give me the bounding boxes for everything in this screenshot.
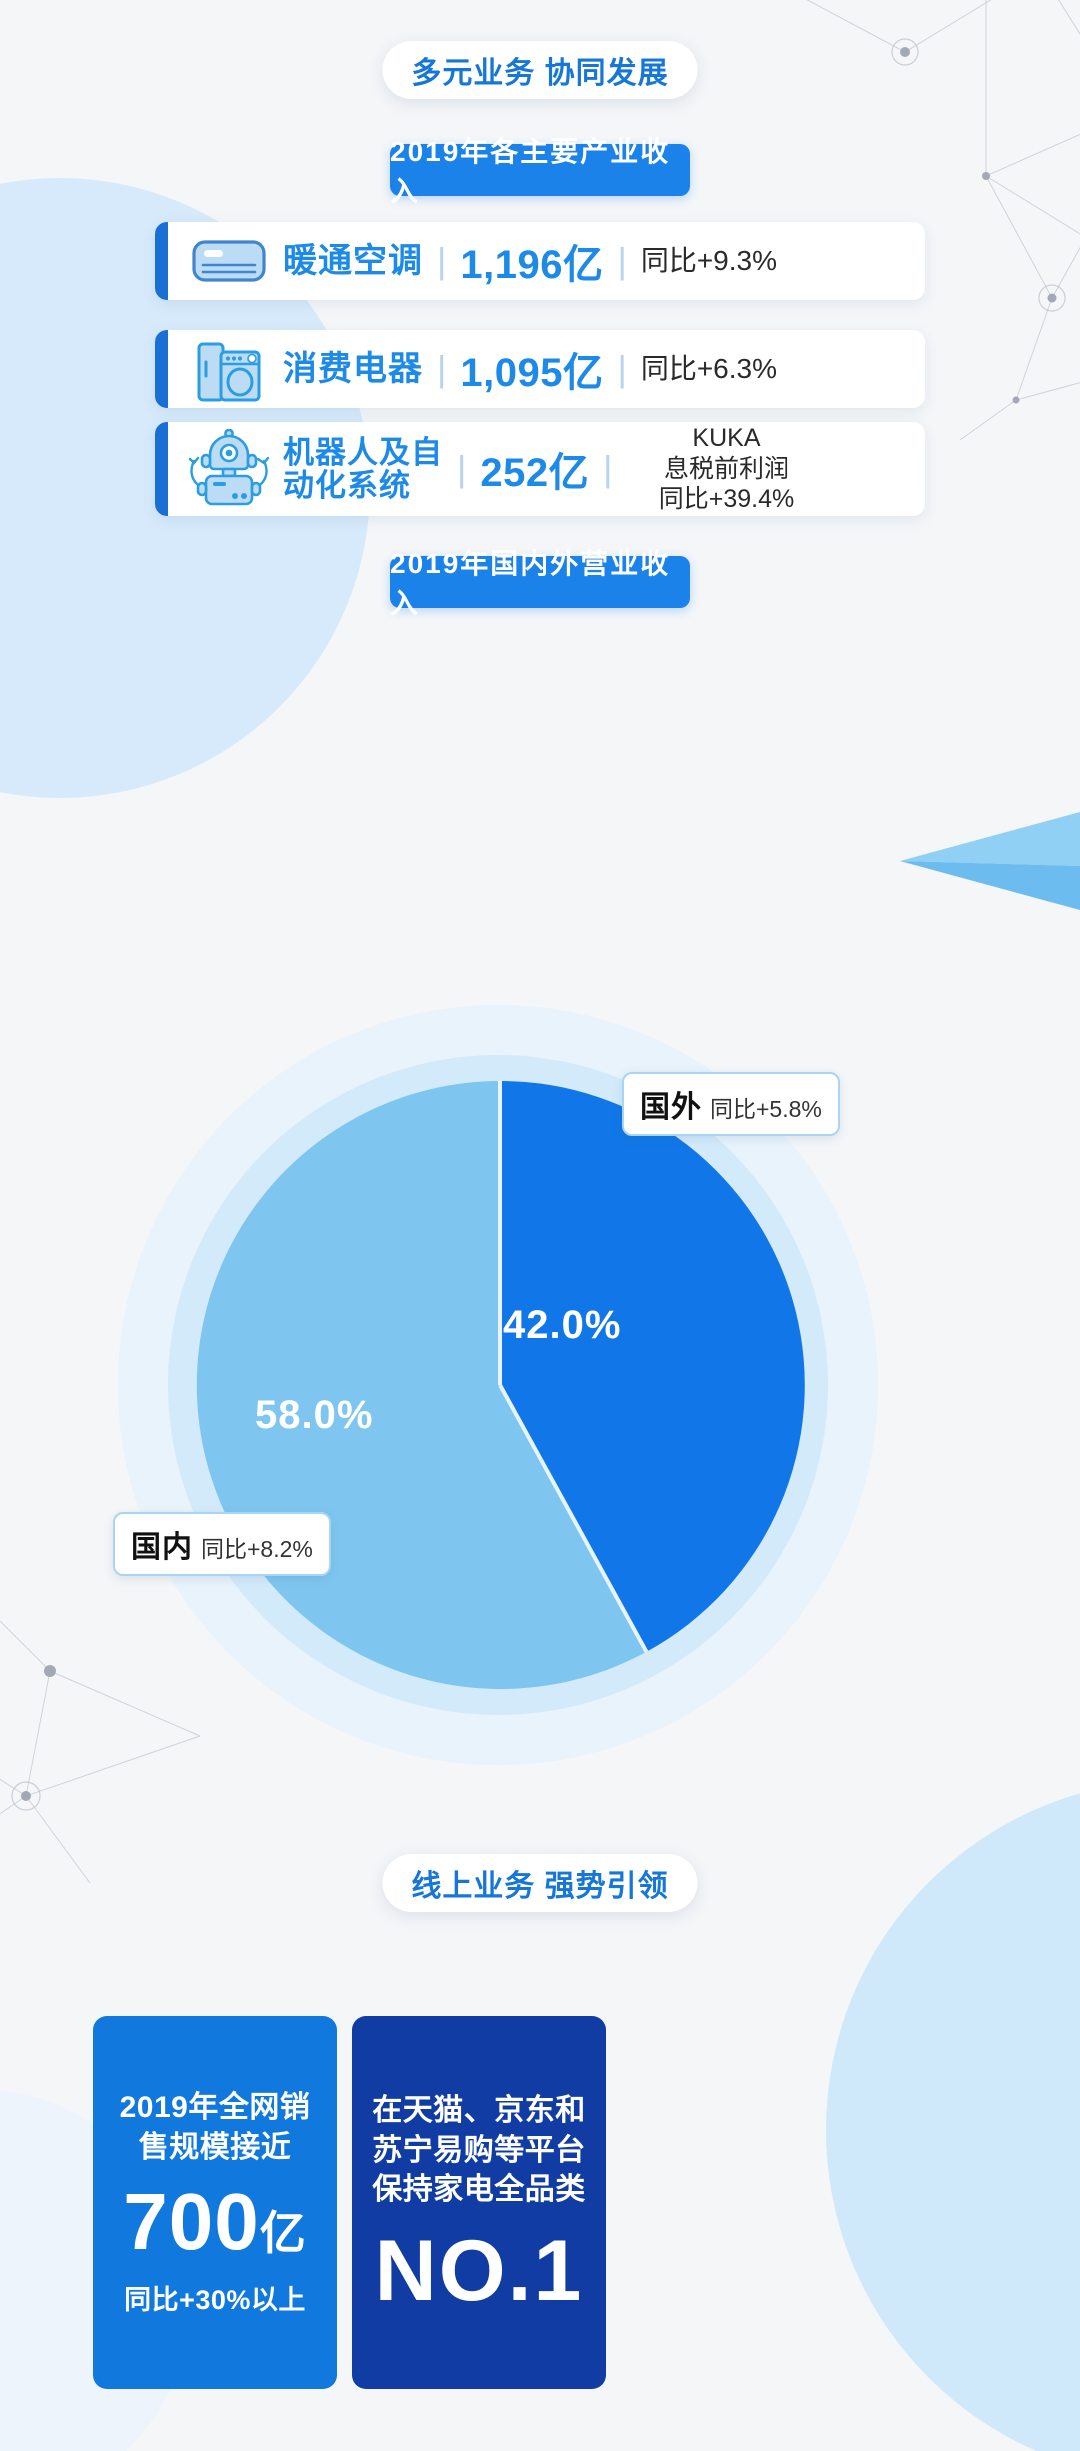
stat-sub-text: 同比+30%以上	[124, 2284, 306, 2315]
business-value: 1,095亿	[460, 351, 604, 395]
pie-svg	[196, 1080, 805, 1689]
business-growth-note: 同比+6.3%	[640, 353, 778, 385]
stat-big-unit: 亿	[259, 2206, 307, 2259]
section-title-online-business: 线上业务 强势引领	[382, 1854, 698, 1912]
business-name: 机器人及自 动化系统	[283, 434, 443, 503]
pie-callout-overseas: 国外 同比+5.8%	[622, 1072, 840, 1136]
decor-circle-bottom-right	[826, 1780, 1080, 2451]
business-card-robotics[interactable]: 机器人及自 动化系统 | 252亿 | KUKA 息税前利润 同比+39.4%	[155, 422, 925, 516]
stat-card-online-sales: 2019年全网销 售规模接近 700亿 同比+30%以上	[93, 2016, 337, 2389]
separator: |	[617, 348, 627, 389]
decor-triangle-right	[900, 812, 1080, 910]
section-title-text: 线上业务 强势引领	[411, 1870, 669, 1903]
pie-value-overseas: 42.0%	[503, 1303, 622, 1347]
stat-big-number: 700	[123, 2176, 260, 2266]
air-conditioner-icon	[181, 213, 277, 309]
stat-no1-value: NO.1	[374, 2222, 584, 2319]
pie-slice-overseas	[500, 1080, 805, 1652]
section-subtitle-industry-revenue: 2019年各主要产业收入	[390, 136, 690, 207]
business-name: 暖通空调	[283, 241, 423, 280]
pie-callout-domestic: 国内 同比+8.2%	[113, 1512, 331, 1576]
business-name: 消费电器	[283, 349, 423, 388]
stat-head-text: 在天猫、京东和 苏宁易购等平台 保持家电全品类	[372, 2094, 586, 2207]
section-title-text: 多元业务 协同发展	[411, 57, 669, 90]
section-subtitle-domestic-overseas-revenue: 2019年国内外营业收入	[390, 548, 690, 619]
separator: |	[437, 348, 447, 389]
stat-card-platform-rank: 在天猫、京东和 苏宁易购等平台 保持家电全品类 NO.1	[352, 2016, 606, 2389]
business-value: 252亿	[480, 451, 590, 495]
pie-chart: 42.0% 58.0%	[178, 1063, 822, 1707]
pie-callout-overseas-growth: 同比+5.8%	[710, 1096, 822, 1122]
pie-value-domestic: 58.0%	[255, 1393, 374, 1437]
business-growth-note: KUKA 息税前利润 同比+39.4%	[658, 424, 795, 514]
section-subtitle-text: 2019年各主要产业收入	[390, 136, 671, 207]
section-title-diversified-business: 多元业务 协同发展	[382, 41, 698, 99]
section-subtitle-text: 2019年国内外营业收入	[390, 548, 671, 619]
business-card-hvac[interactable]: 暖通空调 | 1,196亿 | 同比+9.3%	[155, 222, 925, 300]
separator: |	[603, 448, 613, 489]
separator: |	[617, 240, 627, 281]
separator: |	[457, 448, 467, 489]
pie-callout-overseas-name: 国外	[640, 1091, 702, 1124]
business-growth-note: 同比+9.3%	[640, 245, 778, 277]
business-card-consumer-appliances[interactable]: 消费电器 | 1,095亿 | 同比+6.3%	[155, 330, 925, 408]
separator: |	[437, 240, 447, 281]
stat-big-value: 700亿	[123, 2181, 307, 2262]
home-appliance-icon	[181, 321, 277, 417]
stat-head-text: 2019年全网销 售规模接近	[119, 2091, 311, 2164]
business-value: 1,196亿	[460, 243, 604, 287]
pie-callout-domestic-growth: 同比+8.2%	[201, 1536, 313, 1562]
pie-callout-domestic-name: 国内	[131, 1531, 193, 1564]
robot-icon	[181, 421, 277, 517]
